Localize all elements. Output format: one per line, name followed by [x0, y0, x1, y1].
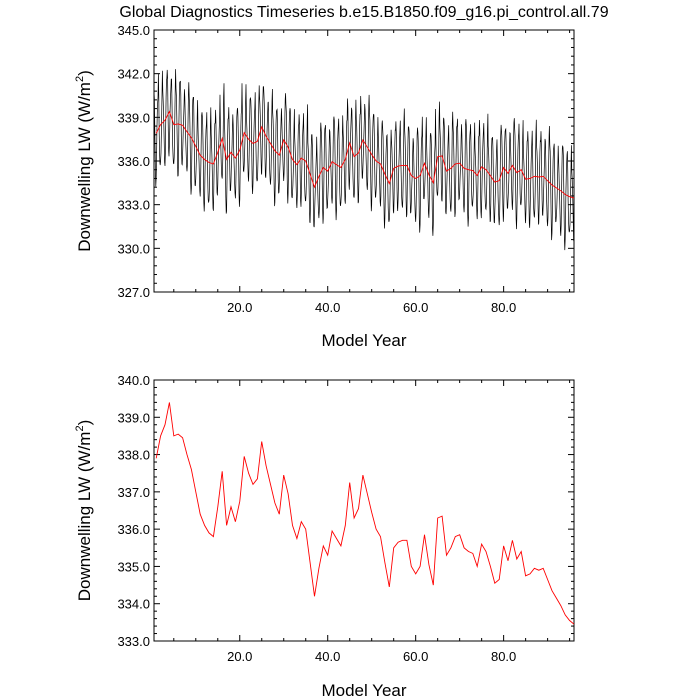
bottom-series-group: [155, 402, 575, 625]
top-y-tick-label: 333.0: [117, 198, 150, 213]
bottom-y-tick-label: 333.0: [117, 634, 150, 649]
bottom-y-axis-title: Downwelling LW (W/m2): [74, 420, 94, 602]
bottom-x-axis-title: Model Year: [321, 681, 406, 700]
top-y-axis-title: Downwelling LW (W/m2): [74, 70, 94, 252]
bottom-x-tick-label: 80.0: [491, 649, 516, 664]
monthly-series-line: [153, 69, 575, 251]
bottom-axis-ticks: 20.0 40.0 60.0 80.0 333.0 334.0 335.0 336.0 337.…: [117, 373, 574, 664]
top-axis-ticks: 20.0 40.0 60.0 80.0 327.0 330.0 333.0 336.0 339.…: [117, 23, 574, 315]
bottom-plot-frame: [153, 379, 575, 642]
top-x-axis-title: Model Year: [321, 331, 406, 350]
top-y-tick-label: 345.0: [117, 23, 150, 38]
bottom-y-tick-label: 334.0: [117, 597, 150, 612]
bottom-y-tick-label: 339.0: [117, 410, 150, 425]
bottom-y-tick-label: 340.0: [117, 373, 150, 388]
bottom-y-tick-label: 338.0: [117, 448, 150, 463]
figure-title: Global Diagnostics Timeseries b.e15.B185…: [119, 4, 608, 21]
bottom-x-tick-label: 60.0: [403, 649, 428, 664]
top-panel: 20.0 40.0 60.0 80.0 327.0 330.0 333.0 336.0 339.…: [74, 23, 575, 350]
bottom-y-axis-title-sup: 2: [74, 425, 86, 431]
bottom-panel: 20.0 40.0 60.0 80.0 333.0 334.0 335.0 336.0 337.…: [74, 373, 575, 700]
bottom-y-tick-label: 337.0: [117, 485, 150, 500]
bottom-y-tick-label: 335.0: [117, 559, 150, 574]
top-series-group: [153, 69, 575, 251]
top-y-axis-title-sup: 2: [74, 76, 86, 82]
top-x-tick-label: 60.0: [403, 300, 428, 315]
top-x-tick-label: 40.0: [315, 300, 340, 315]
bottom-x-tick-label: 40.0: [315, 649, 340, 664]
bottom-y-tick-label: 336.0: [117, 522, 150, 537]
top-x-tick-label: 20.0: [227, 300, 252, 315]
top-y-axis-title-main: Downwelling LW (W/m: [75, 82, 94, 252]
top-y-tick-label: 330.0: [117, 241, 150, 256]
bottom-x-tick-label: 20.0: [227, 649, 252, 664]
top-y-tick-label: 339.0: [117, 110, 150, 125]
bottom-y-axis-title-main: Downwelling LW (W/m: [75, 432, 94, 602]
top-x-tick-label: 80.0: [491, 300, 516, 315]
bottom-annual-series-line: [155, 402, 575, 625]
top-y-axis-title-close: ): [75, 70, 94, 76]
top-y-tick-label: 342.0: [117, 67, 150, 82]
bottom-y-axis-title-close: ): [75, 420, 94, 426]
top-y-tick-label: 336.0: [117, 154, 150, 169]
top-y-tick-label: 327.0: [117, 285, 150, 300]
top-annual-series-line: [155, 110, 575, 199]
